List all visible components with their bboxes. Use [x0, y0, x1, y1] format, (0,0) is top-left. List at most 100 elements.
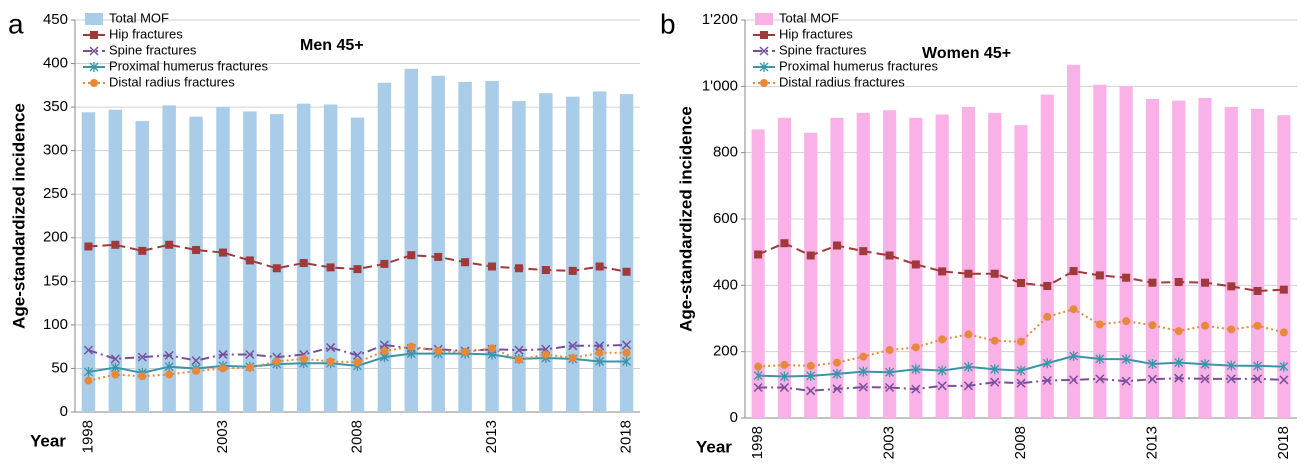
marker [885, 251, 894, 260]
marker [84, 376, 93, 385]
marker [568, 353, 577, 362]
marker [165, 240, 174, 249]
y-tick-label: 350 [43, 98, 68, 115]
legend-label: Spine fractures [779, 42, 867, 57]
bar [216, 107, 230, 412]
marker [407, 251, 416, 260]
marker [963, 381, 973, 391]
legend-marker [89, 62, 99, 72]
bar [592, 91, 607, 412]
bar [1224, 106, 1238, 418]
marker [754, 362, 763, 371]
marker [911, 343, 920, 352]
marker [779, 371, 789, 382]
legend-label: Total MOF [779, 10, 839, 25]
marker [514, 355, 523, 364]
y-tick-label: 200 [43, 229, 68, 246]
bar [1040, 94, 1054, 418]
bar [81, 112, 96, 413]
bar [883, 110, 897, 419]
bar [804, 132, 818, 418]
marker [1227, 282, 1236, 291]
marker [1253, 360, 1263, 371]
marker [1017, 279, 1025, 288]
marker [1227, 325, 1236, 334]
marker [541, 350, 550, 359]
y-tick-label: 1'000 [702, 77, 738, 94]
bar [350, 117, 365, 412]
marker [1279, 361, 1289, 372]
marker [245, 363, 254, 372]
panel: b Age-standardized incidence Year 0 200 400 60… [660, 8, 1297, 459]
marker [806, 370, 816, 381]
x-axis-title: Year [30, 431, 66, 450]
marker [1147, 358, 1157, 369]
legend-swatch [755, 13, 773, 25]
x-tick-label: 2003 [881, 426, 898, 459]
marker [434, 252, 443, 261]
marker [1121, 376, 1131, 386]
legend-label: Proximal humerus fractures [779, 58, 938, 73]
marker [806, 386, 816, 396]
marker [779, 382, 789, 393]
marker [1174, 278, 1183, 287]
marker [380, 347, 389, 356]
marker [137, 352, 147, 362]
y-tick-label: 800 [713, 144, 738, 161]
bar [485, 80, 499, 412]
bar [189, 116, 203, 413]
marker [568, 266, 577, 275]
bar [1251, 108, 1265, 419]
marker [1122, 317, 1131, 326]
marker [1069, 375, 1079, 385]
marker [1069, 305, 1078, 314]
marker [218, 248, 227, 257]
x-tick-label: 2013 [1143, 426, 1160, 459]
bar [1014, 125, 1028, 418]
marker [1279, 328, 1288, 337]
marker [299, 259, 308, 268]
marker [753, 370, 763, 381]
marker [138, 372, 147, 381]
y-tick-label: 200 [713, 343, 738, 360]
marker [1279, 285, 1288, 294]
bar [1277, 115, 1291, 419]
y-tick-label: 1'200 [702, 11, 738, 28]
bar [1119, 86, 1133, 418]
legend-marker [90, 31, 98, 39]
bar [377, 82, 392, 412]
bar [1093, 84, 1107, 419]
marker [1043, 312, 1052, 321]
bar [323, 104, 338, 413]
y-tick-label: 400 [43, 55, 68, 72]
bar [1067, 64, 1081, 419]
marker [1201, 321, 1209, 330]
marker [937, 365, 947, 376]
marker [1095, 353, 1105, 364]
marker [1042, 375, 1052, 386]
marker [1200, 374, 1210, 384]
marker [379, 340, 389, 350]
marker [622, 348, 631, 357]
marker [833, 358, 841, 367]
marker [1122, 273, 1131, 282]
marker [595, 341, 605, 351]
marker [858, 382, 868, 392]
bar [830, 117, 844, 418]
marker [832, 368, 842, 379]
y-tick-label: 0 [60, 403, 68, 420]
marker [568, 341, 578, 351]
marker [514, 264, 523, 273]
y-tick-label: 250 [43, 185, 68, 202]
marker [859, 352, 868, 361]
marker [245, 349, 255, 360]
bar [270, 114, 284, 412]
marker [1095, 374, 1105, 384]
y-tick-label: 100 [43, 316, 68, 333]
y-tick-label: 0 [730, 409, 738, 426]
x-tick-label: 2003 [214, 420, 231, 453]
legend-label: Hip fractures [109, 26, 183, 41]
marker [1017, 337, 1025, 346]
marker [1147, 374, 1157, 384]
